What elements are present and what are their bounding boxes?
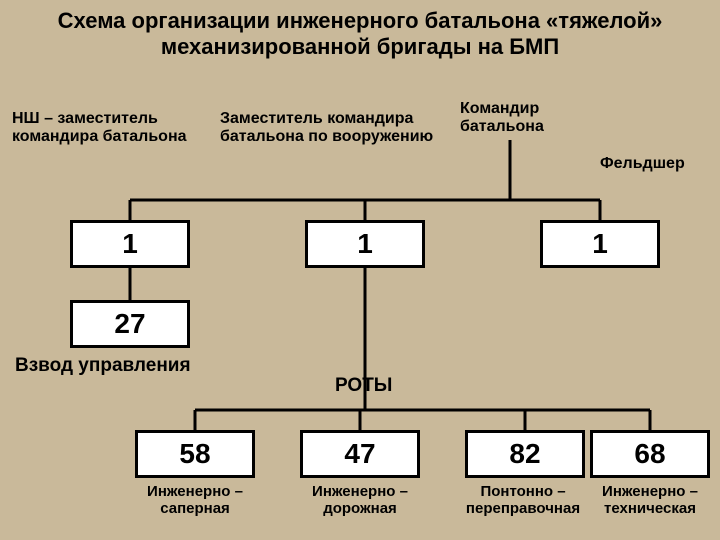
box-platoon: 27 — [70, 300, 190, 348]
label-commander: Командир батальона — [460, 100, 570, 137]
label-platoon: Взвод управления — [15, 355, 191, 377]
label-deputy-armament: Заместитель командира батальона по воору… — [220, 110, 435, 147]
label-companies-heading: РОТЫ — [335, 375, 392, 397]
label-company-0: Инженерно – саперная — [120, 483, 270, 518]
box-company-1: 47 — [300, 430, 420, 478]
label-chief-of-staff: НШ – заместитель командира батальона — [12, 110, 202, 147]
label-medic: Фельдшер — [600, 155, 710, 173]
label-company-1: Инженерно – дорожная — [285, 483, 435, 518]
box-company-3: 68 — [590, 430, 710, 478]
diagram-title: Схема организации инженерного батальона … — [0, 0, 720, 65]
box-staff-1: 1 — [70, 220, 190, 268]
box-staff-3: 1 — [540, 220, 660, 268]
box-company-0: 58 — [135, 430, 255, 478]
label-company-3: Инженерно – техническая — [580, 483, 720, 518]
label-company-2: Понтонно – переправочная — [443, 483, 603, 518]
box-staff-2: 1 — [305, 220, 425, 268]
box-company-2: 82 — [465, 430, 585, 478]
